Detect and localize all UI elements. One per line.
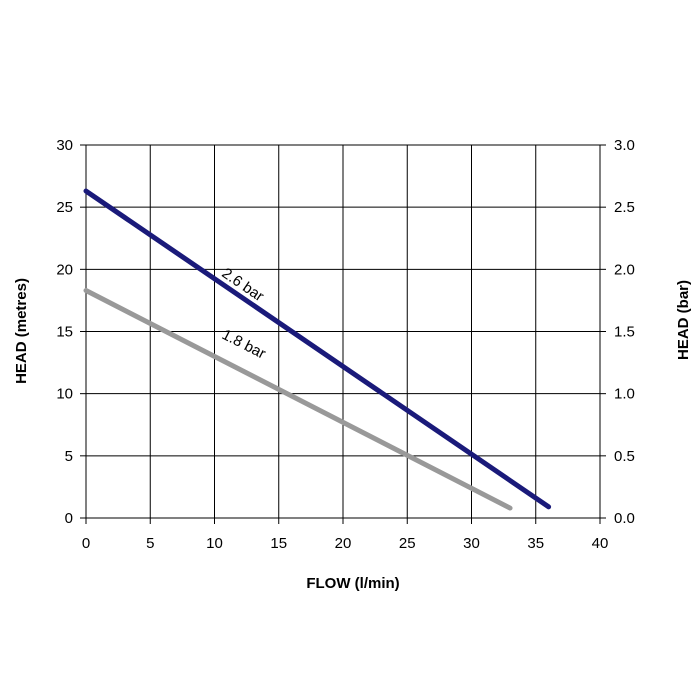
x-tick-label: 25 bbox=[399, 535, 416, 552]
x-tick-label: 20 bbox=[335, 535, 352, 552]
x-tick-label: 10 bbox=[206, 535, 223, 552]
y-tick-label: 30 bbox=[56, 137, 73, 154]
y2-axis-ticks: 0.0 0.5 1.0 1.5 2.0 2.5 3.0 bbox=[600, 137, 635, 527]
x-tick-label: 35 bbox=[527, 535, 544, 552]
x-tick-label: 5 bbox=[146, 535, 154, 552]
y2-tick-label: 1.0 bbox=[614, 386, 635, 403]
y-tick-label: 10 bbox=[56, 386, 73, 403]
y-tick-label: 20 bbox=[56, 261, 73, 278]
x-tick-label: 15 bbox=[270, 535, 287, 552]
y-axis-title: HEAD (metres) bbox=[13, 278, 30, 384]
x-axis-ticks: 0 5 10 15 20 25 30 35 40 bbox=[82, 518, 609, 552]
y2-tick-label: 1.5 bbox=[614, 324, 635, 341]
y-tick-label: 0 bbox=[65, 510, 73, 527]
series-line-low bbox=[83, 287, 513, 511]
y2-tick-label: 2.5 bbox=[614, 199, 635, 216]
y2-tick-label: 3.0 bbox=[614, 137, 635, 154]
y2-tick-label: 0.0 bbox=[614, 510, 635, 527]
x-tick-label: 40 bbox=[592, 535, 609, 552]
y2-tick-label: 2.0 bbox=[614, 261, 635, 278]
x-axis-title: FLOW (l/min) bbox=[306, 575, 399, 592]
x-tick-label: 30 bbox=[463, 535, 480, 552]
y2-tick-label: 0.5 bbox=[614, 448, 635, 465]
y-axis-ticks: 0 5 10 15 20 25 30 bbox=[56, 137, 86, 527]
y-tick-label: 5 bbox=[65, 448, 73, 465]
series-line-high bbox=[83, 188, 552, 510]
y2-axis-title: HEAD (bar) bbox=[675, 280, 692, 360]
x-tick-label: 0 bbox=[82, 535, 90, 552]
y-tick-label: 15 bbox=[56, 324, 73, 341]
y-tick-label: 25 bbox=[56, 199, 73, 216]
